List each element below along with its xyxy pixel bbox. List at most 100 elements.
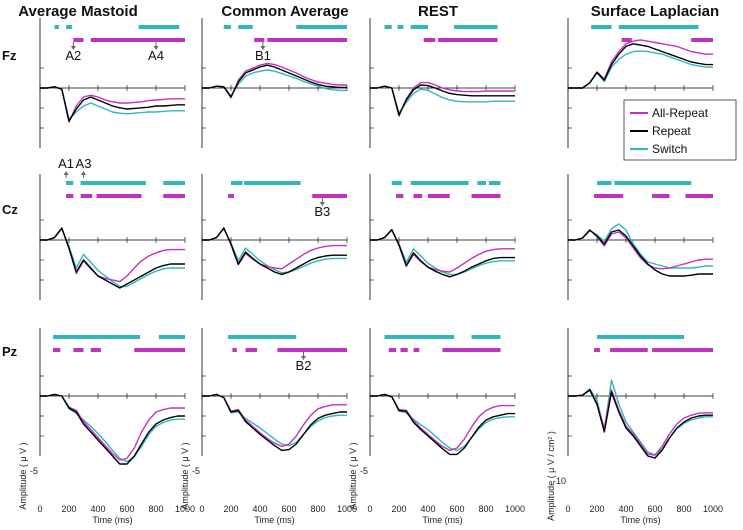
significance-bar-switch — [597, 181, 612, 185]
column-title-common-average: Common Average — [221, 3, 348, 20]
significance-bar-all-repeat — [621, 38, 632, 42]
significance-bar-all-repeat — [442, 348, 501, 352]
waveform-all-repeat — [370, 228, 515, 273]
annotation-a1: A1 — [58, 156, 74, 178]
annotation-arrowhead — [70, 46, 76, 50]
y-tick-label: -5 — [30, 466, 38, 476]
annotation-label: B3 — [314, 204, 330, 219]
waveform-repeat — [40, 393, 185, 465]
annotation-label: B1 — [255, 48, 271, 63]
significance-bar-switch — [597, 335, 684, 339]
annotation-arrowhead — [260, 46, 266, 50]
row-label-fz: Fz — [2, 48, 17, 63]
significance-bar-switch — [53, 335, 141, 339]
y-axis-label: Amplitude ( μ V ) — [18, 442, 28, 509]
waveform-switch — [202, 393, 347, 447]
significance-bar-switch — [410, 25, 428, 29]
panel-fz-average-mastoid — [39, 18, 186, 148]
significance-bar-all-repeat — [388, 348, 397, 352]
significance-bar-all-repeat — [267, 38, 347, 42]
significance-bar-all-repeat — [396, 194, 404, 198]
significance-bar-switch — [591, 25, 612, 29]
legend-label-repeat: Repeat — [652, 124, 691, 138]
panel-cz-surface-laplacian — [567, 174, 714, 300]
legend-label-all-repeat: All-Repeat — [652, 106, 709, 120]
significance-bar-switch — [471, 335, 501, 339]
significance-bar-switch — [138, 25, 180, 29]
significance-bar-switch — [231, 181, 243, 185]
significance-bar-switch — [488, 181, 501, 185]
waveform-all-repeat — [40, 227, 185, 283]
significance-bar-switch — [66, 181, 74, 185]
waveform-switch — [568, 379, 713, 456]
significance-bar-all-repeat — [428, 194, 450, 198]
waveform-repeat — [568, 43, 713, 89]
x-tick-label: 600 — [449, 504, 464, 514]
annotation-arrowhead — [319, 202, 325, 206]
significance-bar-all-repeat — [438, 38, 498, 42]
x-tick-label: 1000 — [703, 504, 723, 514]
x-axis-label: Time (ms) — [92, 515, 132, 525]
column-title-surface-laplacian: Surface Laplacian — [591, 3, 719, 20]
panel-pz-common-average — [201, 328, 348, 456]
panel-cz-average-mastoid — [39, 174, 186, 300]
x-tick-label: 200 — [589, 504, 604, 514]
significance-bar-switch — [454, 25, 498, 29]
annotation-arrowhead — [63, 171, 69, 175]
significance-bar-all-repeat — [73, 348, 84, 352]
significance-bar-switch — [397, 25, 404, 29]
significance-bar-switch — [384, 25, 392, 29]
panel-cz-rest — [369, 174, 516, 300]
waveform-repeat — [370, 228, 515, 278]
waveform-switch — [40, 393, 185, 463]
waveform-repeat — [202, 64, 347, 98]
y-tick-label: -10 — [553, 476, 566, 486]
significance-bar-switch — [244, 181, 301, 185]
significance-bar-switch — [296, 25, 347, 29]
annotation-label: B2 — [296, 358, 312, 373]
significance-bar-all-repeat — [277, 348, 347, 352]
significance-bar-all-repeat — [312, 194, 347, 198]
waveform-repeat — [568, 229, 713, 277]
significance-bar-all-repeat — [134, 348, 185, 352]
significance-bar-switch — [223, 25, 231, 29]
annotation-b2: B2 — [296, 352, 312, 373]
x-tick-label: 200 — [61, 504, 76, 514]
annotation-a2: A2 — [65, 42, 81, 63]
legend-label-switch: Switch — [652, 142, 687, 156]
significance-bar-all-repeat — [423, 38, 436, 42]
x-tick-label: 400 — [252, 504, 267, 514]
significance-bar-all-repeat — [594, 348, 600, 352]
y-axis-label: Amplitude ( μ V ) — [348, 442, 358, 509]
significance-bar-all-repeat — [413, 348, 420, 352]
annotation-label: A4 — [148, 48, 164, 63]
significance-bar-switch — [391, 181, 402, 185]
significance-bar-switch — [614, 181, 692, 185]
x-axis-label: Time (ms) — [254, 515, 294, 525]
waveform-repeat — [370, 84, 515, 116]
significance-bar-all-repeat — [245, 348, 258, 352]
x-tick-label: 600 — [281, 504, 296, 514]
significance-bar-switch — [163, 181, 185, 185]
annotation-arrowhead — [301, 356, 306, 360]
annotation-b1: B1 — [255, 42, 271, 63]
x-tick-label: 600 — [119, 504, 134, 514]
x-tick-label: 800 — [148, 504, 163, 514]
significance-bar-switch — [477, 181, 486, 185]
x-axis-label: Time (ms) — [422, 515, 462, 525]
significance-bar-all-repeat — [413, 194, 423, 198]
annotation-a3: A3 — [76, 156, 91, 178]
significance-bar-switch — [158, 335, 185, 339]
significance-bar-all-repeat — [232, 348, 237, 352]
x-tick-label: 800 — [310, 504, 325, 514]
significance-bar-switch — [80, 181, 146, 185]
x-axis-label: Time (ms) — [620, 515, 660, 525]
significance-bar-all-repeat — [471, 194, 501, 198]
waveform-switch — [202, 228, 347, 274]
waveform-switch — [370, 393, 515, 452]
y-tick-label: -5 — [360, 466, 368, 476]
significance-bar-all-repeat — [80, 194, 93, 198]
x-tick-label: 0 — [37, 504, 42, 514]
waveform-repeat — [202, 393, 347, 452]
